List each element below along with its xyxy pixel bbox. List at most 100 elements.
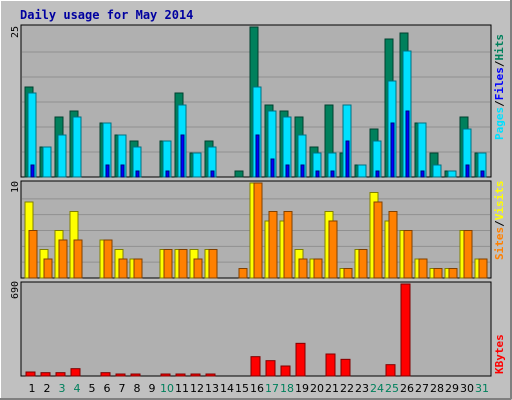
legend-pages: Pages	[493, 107, 506, 140]
top-legend: Pages/Files/Hits	[493, 34, 506, 140]
bot-bar-kbytes-day-13	[205, 373, 216, 377]
top-bar-files-day-3	[57, 134, 67, 178]
x-tick-label-day-22: 22	[340, 382, 354, 395]
top-bar-hits-day-15	[234, 170, 244, 178]
top-bar-files-day-23	[357, 164, 367, 178]
mid-bar-visits-day-31	[478, 258, 488, 279]
mid-bar-visits-day-11	[178, 249, 188, 279]
top-bar-pages-day-26	[405, 110, 410, 178]
mid-bar-visits-day-8	[133, 258, 143, 279]
top-bar-pages-day-8	[135, 170, 140, 178]
x-tick-label-day-21: 21	[325, 382, 339, 395]
bot-bar-kbytes-day-25	[385, 364, 396, 377]
bot-bar-kbytes-day-18	[280, 365, 291, 377]
mid-bar-visits-day-24	[373, 201, 383, 279]
mid-bar-visits-day-15	[238, 268, 248, 279]
bot-bar-kbytes-day-19	[295, 342, 306, 377]
bot-bar-kbytes-day-22	[340, 358, 351, 377]
bot-max-label: 690	[10, 281, 21, 299]
x-tick-label-day-30: 30	[460, 382, 474, 395]
x-tick-label-day-18: 18	[280, 382, 294, 395]
x-tick-label-day-20: 20	[310, 382, 324, 395]
x-tick-label-day-7: 7	[119, 382, 126, 395]
top-bar-pages-day-24	[375, 170, 380, 178]
x-tick-label-day-27: 27	[415, 382, 429, 395]
x-tick-label-day-8: 8	[134, 382, 141, 395]
top-bar-pages-day-11	[180, 134, 185, 178]
mid-bar-visits-day-25	[388, 211, 398, 279]
x-tick-label-day-24: 24	[370, 382, 384, 395]
bot-bar-kbytes-day-11	[175, 373, 186, 377]
mid-bar-visits-day-1	[28, 230, 38, 279]
mid-bar-visits-day-16	[253, 182, 263, 279]
top-bar-files-day-29	[447, 170, 457, 178]
x-tick-label-day-6: 6	[104, 382, 111, 395]
mid-max-label: 10	[10, 181, 21, 193]
mid-bar-visits-day-12	[193, 258, 203, 279]
mid-bar-visits-day-19	[298, 258, 308, 279]
mid-bar-visits-day-26	[403, 230, 413, 279]
top-bar-files-day-27	[417, 122, 427, 178]
mid-bar-visits-day-2	[43, 258, 53, 279]
x-tick-label-day-16: 16	[250, 382, 264, 395]
x-tick-label-day-10: 10	[160, 382, 174, 395]
top-bar-files-day-4	[72, 116, 82, 178]
legend-files: Files	[493, 67, 506, 100]
bot-bar-kbytes-day-3	[55, 372, 66, 377]
x-tick-label-day-5: 5	[89, 382, 96, 395]
mid-bar-visits-day-20	[313, 258, 323, 279]
x-tick-label-day-12: 12	[190, 382, 204, 395]
x-tick-label-day-23: 23	[355, 382, 369, 395]
x-tick-label-day-28: 28	[430, 382, 444, 395]
chart-title: Daily usage for May 2014	[20, 8, 193, 22]
bot-bar-kbytes-day-12	[190, 373, 201, 377]
legend-kbytes: KBytes	[493, 334, 506, 374]
mid-legend: Sites/Visits	[493, 181, 506, 261]
x-tick-label-day-1: 1	[29, 382, 36, 395]
mid-bar-visits-day-4	[73, 239, 83, 279]
x-tick-label-day-2: 2	[44, 382, 51, 395]
mid-bar-visits-day-22	[343, 268, 353, 279]
top-bar-pages-day-10	[165, 170, 170, 178]
top-bar-pages-day-7	[120, 164, 125, 178]
top-bar-pages-day-22	[345, 140, 350, 178]
chart-marks	[22, 26, 490, 377]
mid-bar-visits-day-17	[268, 211, 278, 279]
mid-bar-visits-day-13	[208, 249, 218, 279]
x-tick-label-day-3: 3	[59, 382, 66, 395]
x-tick-label-day-14: 14	[220, 382, 234, 395]
bot-bar-kbytes-day-6	[100, 372, 111, 377]
top-bar-pages-day-19	[300, 164, 305, 178]
legend-hits: Hits	[493, 34, 506, 61]
legend-sites: Sites	[493, 227, 506, 260]
x-tick-label-day-4: 4	[74, 382, 81, 395]
top-bar-pages-day-31	[480, 170, 485, 178]
top-bar-pages-day-17	[270, 158, 275, 178]
x-tick-label-day-26: 26	[400, 382, 414, 395]
x-tick-label-day-25: 25	[385, 382, 399, 395]
bot-bar-kbytes-day-7	[115, 373, 126, 377]
mid-bar-visits-day-7	[118, 258, 128, 279]
mid-bar-visits-day-10	[163, 249, 173, 279]
bot-bar-kbytes-day-26	[400, 283, 411, 377]
bot-bar-kbytes-day-16	[250, 356, 261, 377]
x-axis-labels: 1 2 3 4 5 6 7 8 9 10 11 12 13 14 15 16 17 18 19 20 21 22 23 24 2…	[29, 382, 490, 395]
legend-visits: Visits	[493, 181, 506, 221]
x-tick-label-day-31: 31	[475, 382, 489, 395]
bot-bar-kbytes-day-21	[325, 353, 336, 377]
top-bar-pages-day-13	[210, 170, 215, 178]
mid-bar-visits-day-23	[358, 249, 368, 279]
mid-bar-visits-day-30	[463, 230, 473, 279]
mid-bar-visits-day-6	[103, 239, 113, 279]
mid-bar-visits-day-29	[448, 268, 458, 279]
x-tick-label-day-15: 15	[235, 382, 249, 395]
x-tick-label-day-11: 11	[175, 382, 189, 395]
bot-bar-kbytes-day-8	[130, 373, 141, 377]
top-bar-pages-day-27	[420, 170, 425, 178]
top-bar-pages-day-30	[465, 164, 470, 178]
x-tick-label-day-17: 17	[265, 382, 279, 395]
x-tick-label-day-13: 13	[205, 382, 219, 395]
top-bar-files-day-1	[27, 92, 37, 178]
x-tick-label-day-9: 9	[149, 382, 156, 395]
